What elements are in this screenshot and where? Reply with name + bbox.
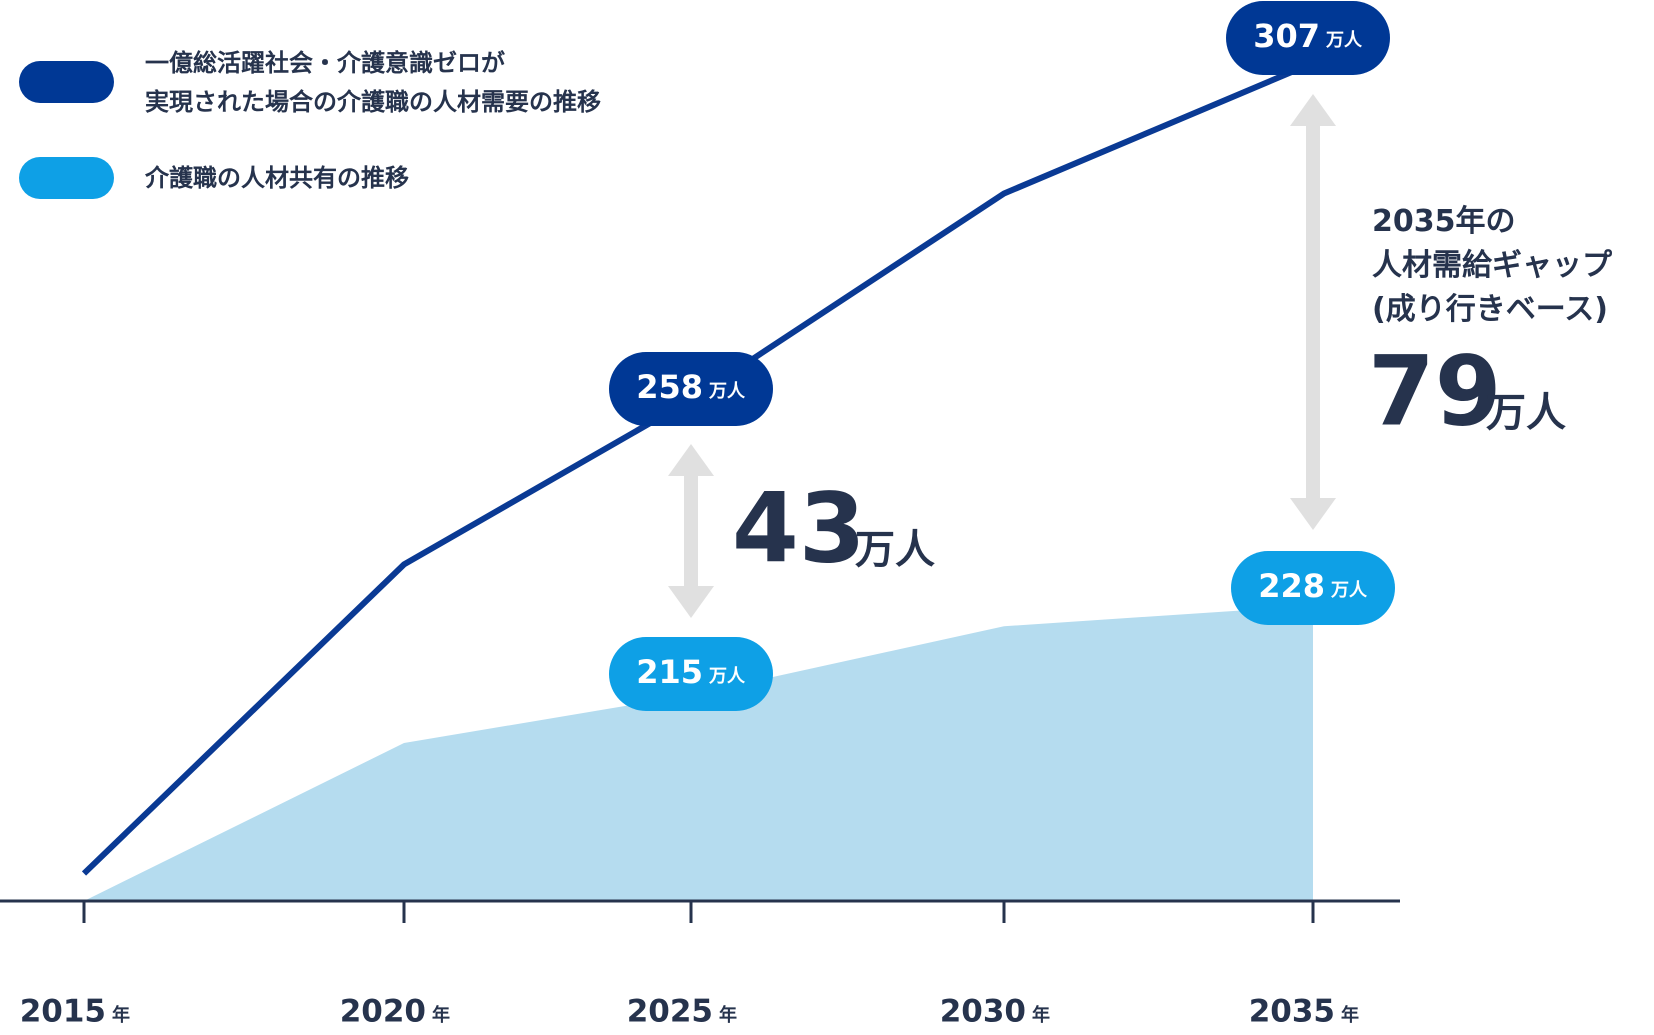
value-label: 307 xyxy=(1253,17,1320,55)
x-tick-label: 2030 xyxy=(940,994,1026,1030)
value-unit: 万人 xyxy=(1330,580,1368,601)
value-pill xyxy=(1231,551,1395,625)
x-tick-label: 2015 xyxy=(20,994,106,1030)
x-unit: 年 xyxy=(432,1004,450,1026)
value-pill xyxy=(1226,1,1390,75)
x-unit: 年 xyxy=(1032,1004,1050,1026)
value-unit: 万人 xyxy=(708,666,746,687)
legend-label: 一億総活躍社会・介護意識ゼロが 実現された場合の介護職の人材需要の推移 xyxy=(145,49,601,116)
legend-swatch xyxy=(19,61,114,103)
x-tick-label: 2025 xyxy=(627,994,713,1030)
x-tick-label: 2020 xyxy=(340,994,426,1030)
gap-text: 2035年の 人材需給ギャップ (成り行きベース) xyxy=(1372,204,1612,327)
x-tick-label: 2035 xyxy=(1249,994,1335,1030)
gap-value: 79 xyxy=(1368,335,1502,447)
x-unit: 年 xyxy=(1341,1004,1359,1026)
value-unit: 万人 xyxy=(1325,30,1363,51)
gap-unit: 万人 xyxy=(1486,390,1566,436)
legend-label: 介護職の人材共有の推移 xyxy=(145,164,409,192)
value-pill xyxy=(609,637,773,711)
area xyxy=(84,605,1313,901)
gap-unit: 万人 xyxy=(855,527,935,573)
value-label: 215 xyxy=(636,653,703,691)
value-label: 258 xyxy=(636,368,703,406)
gap-value: 43 xyxy=(732,472,866,584)
value-pill xyxy=(609,352,773,426)
x-unit: 年 xyxy=(112,1004,130,1026)
value-unit: 万人 xyxy=(708,381,746,402)
x-unit: 年 xyxy=(719,1004,737,1026)
gap-arrow xyxy=(668,94,1336,618)
legend-swatch xyxy=(19,157,114,199)
value-label: 228 xyxy=(1258,567,1325,605)
